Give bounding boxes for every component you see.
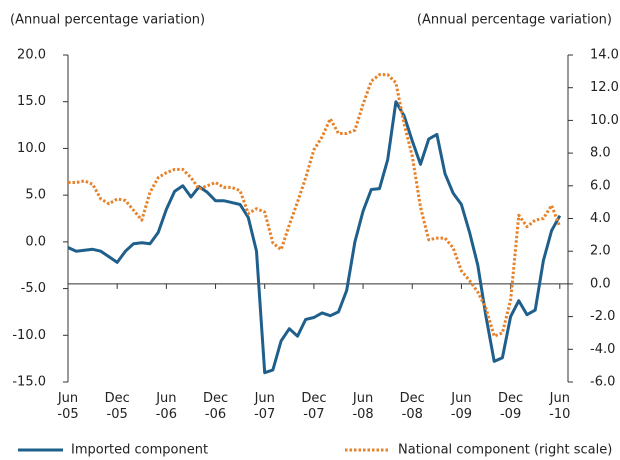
y2-tick-label: 14.0 <box>590 48 619 63</box>
y2-tick-label: 8.0 <box>590 146 611 161</box>
x-tick-label: Dec -05 <box>104 391 130 422</box>
series-line <box>67 100 562 375</box>
y2-tick-label: 2.0 <box>590 244 611 259</box>
x-tick-label: Dec -09 <box>498 391 524 422</box>
x-tick-label: Dec -07 <box>301 391 327 422</box>
legend-label: Imported component <box>71 443 208 458</box>
y2-tick-label: 10.0 <box>590 113 619 128</box>
y2-tick-label: 6.0 <box>590 178 611 193</box>
y2-axis-title: (Annual percentage variation) <box>417 13 612 28</box>
y2-tick-label: -6.0 <box>590 375 615 390</box>
y2-tick-label: 0.0 <box>590 276 611 291</box>
series-line <box>68 73 562 338</box>
y-axis-title: (Annual percentage variation) <box>10 13 205 28</box>
y-tick-label: 5.0 <box>25 188 46 203</box>
x-tick-label: Jun -08 <box>352 391 374 422</box>
x-tick-label: Jun -09 <box>450 391 473 422</box>
y2-tick-label: 12.0 <box>590 80 619 95</box>
y2-tick-label: -2.0 <box>590 309 615 324</box>
x-tick-label: Dec -06 <box>202 391 229 422</box>
legend-label: National component (right scale) <box>398 443 612 458</box>
y-tick-label: 0.0 <box>25 234 46 249</box>
x-tick-label: Dec -08 <box>399 391 425 422</box>
y-tick-label: -10.0 <box>12 328 46 343</box>
y-tick-label: 10.0 <box>17 141 46 156</box>
y-tick-label: -15.0 <box>12 375 46 390</box>
x-tick-label: Jun -05 <box>57 391 79 422</box>
x-tick-label: Jun -07 <box>254 391 276 422</box>
y-tick-label: 15.0 <box>17 94 46 109</box>
y-tick-label: 20.0 <box>17 48 46 63</box>
y2-tick-label: -4.0 <box>590 342 615 357</box>
y-tick-label: -5.0 <box>21 281 46 296</box>
x-tick-label: Jun -10 <box>549 391 571 422</box>
x-tick-label: Jun -06 <box>155 391 177 422</box>
y2-tick-label: 4.0 <box>590 211 611 226</box>
